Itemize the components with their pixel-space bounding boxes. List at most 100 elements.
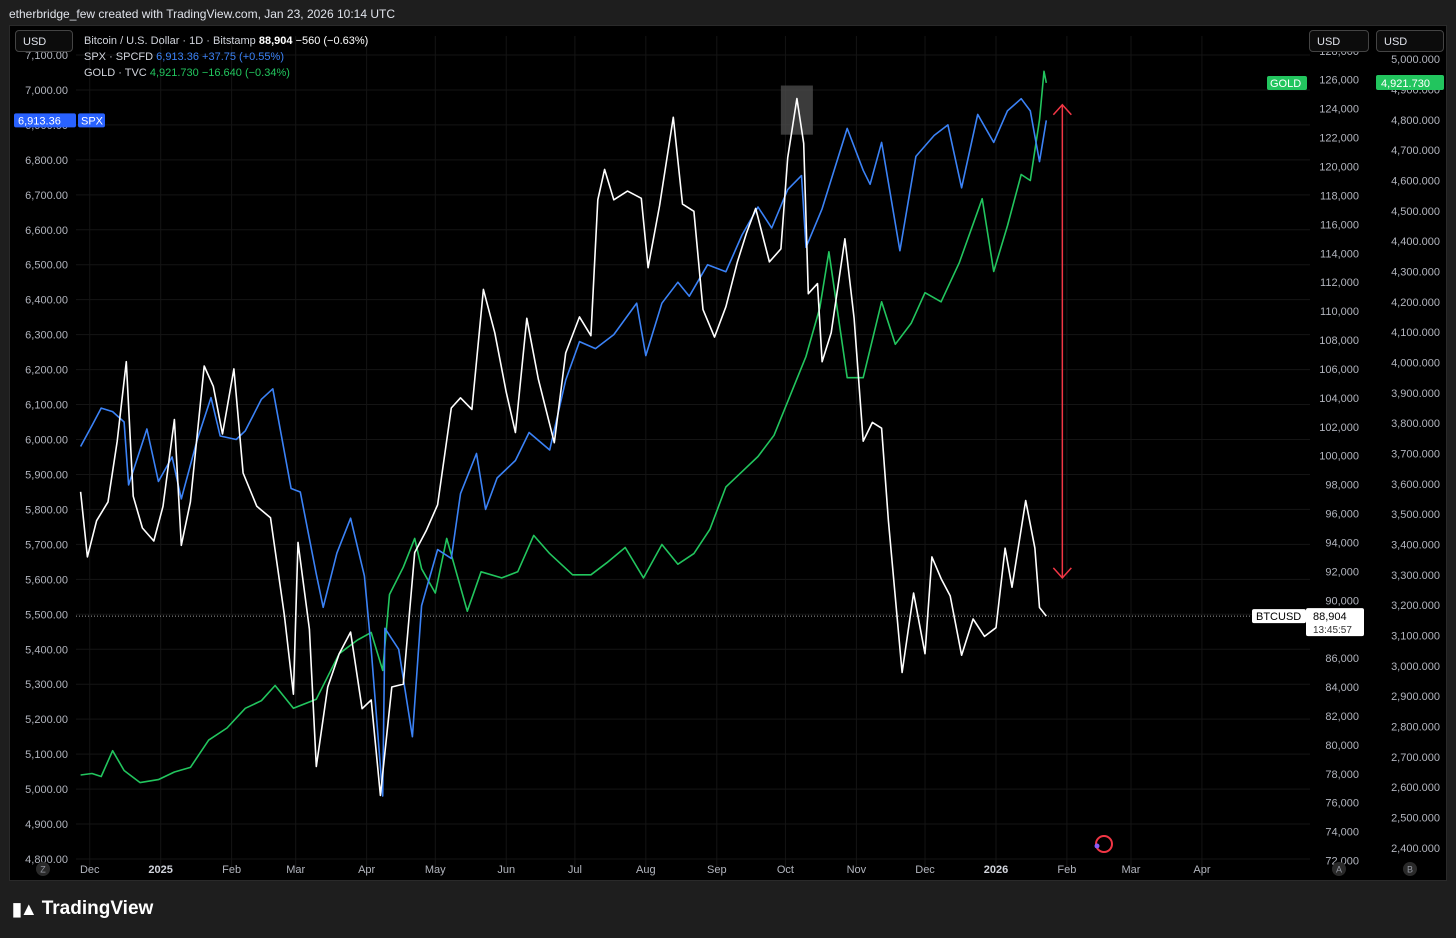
spx-axis-tick-label: 5,200.00: [25, 714, 68, 726]
btc-axis-tick-label: 114,000: [1320, 248, 1359, 260]
chart-header-title: etherbridge_few created with TradingView…: [9, 7, 396, 21]
spx-axis-tick-label: 5,500.00: [25, 609, 68, 621]
btc-axis-tick-label: 78,000: [1325, 769, 1359, 781]
gold-axis-tick-label: 3,200.000: [1391, 600, 1440, 612]
btc-axis-tick-label: 100,000: [1319, 451, 1359, 463]
legend-gold-name: GOLD · TVC: [84, 67, 147, 79]
spx-axis-tick-label: 7,000.00: [25, 85, 68, 97]
btc-axis-tick-label: 102,000: [1319, 422, 1359, 434]
x-axis-tick-label: Mar: [286, 864, 305, 876]
spx-axis-tick-label: 4,900.00: [25, 819, 68, 831]
gold-axis-tick-label: 4,100.000: [1391, 327, 1440, 339]
x-axis-tick-label: 2025: [148, 864, 172, 876]
btc-axis-tick-label: 118,000: [1320, 190, 1359, 202]
legend-spx-change: +37.75 (+0.55%): [202, 51, 284, 63]
x-axis-tick-label: Jul: [568, 864, 582, 876]
chart-legend: Bitcoin / U.S. Dollar · 1D · Bitstamp 88…: [84, 33, 368, 81]
gold-axis-tick-label: 4,700.000: [1391, 145, 1440, 157]
btc-axis-tick-label: 110,000: [1320, 306, 1359, 318]
btc-axis-tick-label: 84,000: [1325, 682, 1359, 694]
x-axis-tick-label: May: [425, 864, 446, 876]
spx-price-tag-label-bg: [78, 113, 105, 128]
gold-axis-tick-label: 3,900.000: [1391, 388, 1440, 400]
spx-axis-tick-label: 6,800.00: [25, 155, 68, 167]
spx-axis-tick-label: 5,600.00: [25, 574, 68, 586]
gold-axis-tick-label: 3,800.000: [1391, 418, 1440, 430]
currency-button-right-btc[interactable]: USD: [1309, 30, 1369, 52]
currency-button-right-gold[interactable]: USD: [1376, 30, 1444, 52]
spx-axis-tick-label: 6,500.00: [25, 260, 68, 272]
spx-axis-tick-label: 5,400.00: [25, 644, 68, 656]
spx-series-line[interactable]: [79, 97, 1048, 797]
currency-button-left[interactable]: USD: [15, 30, 73, 52]
gold-axis-tick-label: 3,000.000: [1391, 661, 1440, 673]
x-axis-tick-label: Dec: [915, 864, 935, 876]
btc-price-tag-bg: [1306, 608, 1364, 637]
gold-axis-tick-label: 3,500.000: [1391, 509, 1440, 521]
event-icon-dot: [1094, 843, 1100, 849]
gold-axis-tick-label: 3,600.000: [1391, 479, 1440, 491]
btc-axis-tick-label: 106,000: [1319, 364, 1359, 376]
x-axis-tick-label: Feb: [222, 864, 241, 876]
btc-price-tag-value: 88,904: [1313, 611, 1347, 623]
x-axis-tick-label: Oct: [777, 864, 794, 876]
legend-gold-change: −16.640 (−0.34%): [201, 67, 290, 79]
btc-series-line[interactable]: [79, 97, 1047, 797]
gold-axis-tick-label: 3,100.000: [1391, 630, 1440, 642]
spx-axis-tick-label: 5,700.00: [25, 539, 68, 551]
btc-axis-tick-label: 90,000: [1325, 595, 1359, 607]
btc-axis-tick-label: 96,000: [1325, 509, 1359, 521]
legend-row-gold[interactable]: GOLD · TVC 4,921.730 −16.640 (−0.34%): [84, 65, 368, 81]
btc-axis-tick-label: 124,000: [1319, 104, 1359, 116]
btc-axis-tick-label: 80,000: [1325, 740, 1359, 752]
legend-btc-change: −560 (−0.63%): [295, 35, 369, 47]
legend-row-btc[interactable]: Bitcoin / U.S. Dollar · 1D · Bitstamp 88…: [84, 33, 368, 49]
x-axis-tick-label: Nov: [847, 864, 867, 876]
gold-price-tag-label: GOLD: [1270, 78, 1301, 90]
gold-axis-tick-label: 2,900.000: [1391, 691, 1440, 703]
spx-axis-tick-label: 6,600.00: [25, 225, 68, 237]
spx-axis-tick-label: 5,900.00: [25, 469, 68, 481]
axis-marker-z-bg[interactable]: [36, 862, 50, 876]
gold-axis-tick-label: 4,400.000: [1391, 236, 1440, 248]
spx-axis-tick-label: 6,300.00: [25, 330, 68, 342]
axis-marker-a: A: [1336, 865, 1342, 875]
gold-price-tag-value: 4,921.730: [1381, 78, 1430, 90]
spx-axis-tick-label: 5,800.00: [25, 504, 68, 516]
arrow-head-up: [1052, 103, 1072, 116]
arrow-head-down: [1052, 567, 1072, 579]
gold-axis-tick-label: 4,300.000: [1391, 267, 1440, 279]
gold-price-tag-bg: [1376, 74, 1444, 90]
x-axis-tick-label: Feb: [1057, 864, 1076, 876]
spx-axis-tick-label: 6,200.00: [25, 365, 68, 377]
gold-axis-tick-label: 2,700.000: [1391, 752, 1440, 764]
axis-marker-b-bg[interactable]: [1403, 862, 1417, 876]
btc-axis-tick-label: 74,000: [1325, 827, 1359, 839]
chart-canvas[interactable]: 4,800.00 4,900.00 5,000.00 5,100.00 5,200.00…: [10, 26, 1448, 882]
x-axis-tick-label: Dec: [80, 864, 100, 876]
tradingview-logo[interactable]: ▮▲ TradingView: [12, 898, 153, 920]
btc-axis-tick-label: 92,000: [1325, 566, 1359, 578]
btc-axis-tick-label: 126,000: [1319, 75, 1359, 87]
chart-frame[interactable]: 4,800.00 4,900.00 5,000.00 5,100.00 5,200.00…: [9, 25, 1447, 881]
btc-axis-tick-label: 108,000: [1319, 335, 1359, 347]
spx-price-tag-bg: [14, 113, 76, 128]
gold-axis-tick-label: 3,300.000: [1391, 570, 1440, 582]
btc-axis-tick-label: 120,000: [1319, 161, 1359, 173]
btc-axis-tick-label: 86,000: [1325, 653, 1359, 665]
legend-gold-value: 4,921.730: [149, 67, 199, 79]
spx-axis-tick-label: 7,100.00: [25, 50, 68, 62]
axis-marker-b: B: [1407, 865, 1413, 875]
gold-axis-tick-label: 5,000.000: [1391, 54, 1440, 66]
legend-row-spx[interactable]: SPX · SPCFD 6,913.36 +37.75 (+0.55%): [84, 49, 368, 65]
x-axis-tick-label: Mar: [1122, 864, 1141, 876]
gold-price-tag-label-bg: [1267, 75, 1307, 90]
spx-axis-tick-label: 6,700.00: [25, 190, 68, 202]
gold-axis-tick-label: 4,000.000: [1391, 358, 1440, 370]
gold-axis-tick-label: 4,200.000: [1391, 297, 1440, 309]
axis-marker-a-bg[interactable]: [1332, 862, 1346, 876]
x-axis-tick-label: Apr: [358, 864, 375, 876]
gold-axis-tick-label: 3,400.000: [1391, 539, 1440, 551]
legend-btc-name: Bitcoin / U.S. Dollar · 1D · Bitstamp: [84, 35, 256, 47]
gold-series-line[interactable]: [80, 70, 1048, 784]
